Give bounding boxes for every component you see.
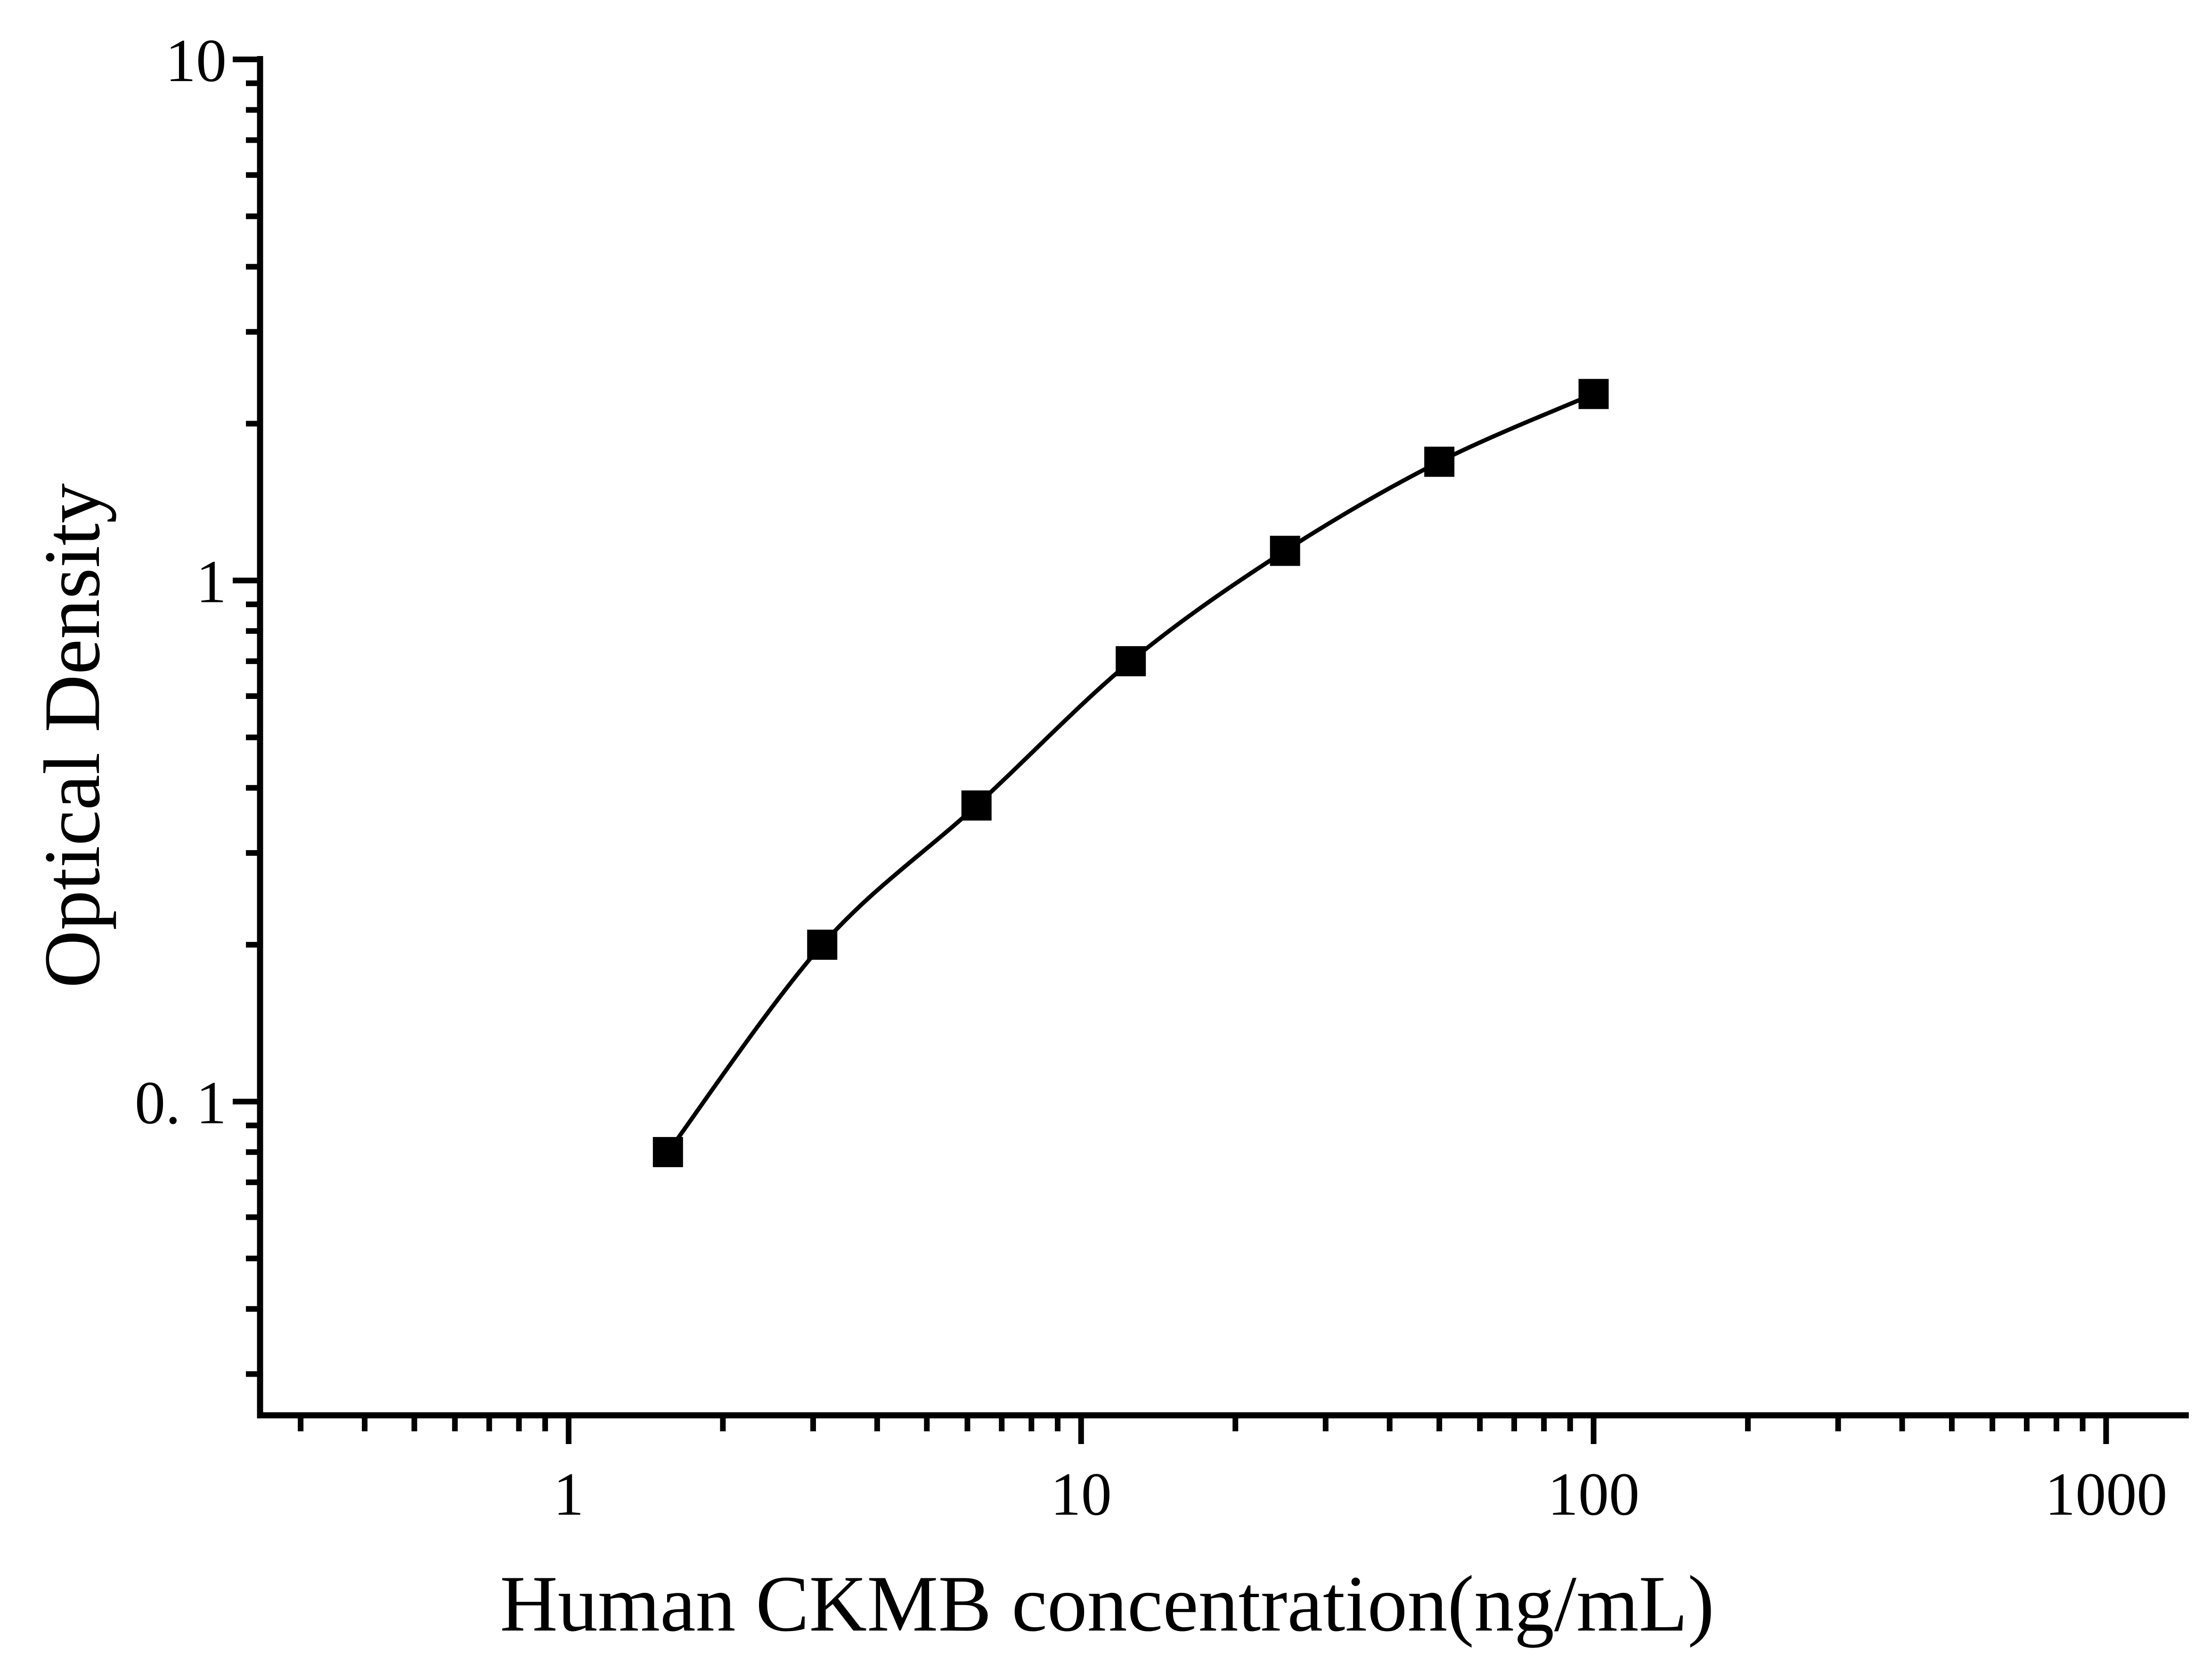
x-tick-label: 1000 bbox=[2045, 1461, 2167, 1528]
y-tick-label: 0. 1 bbox=[135, 1069, 227, 1137]
data-point-marker bbox=[652, 1137, 683, 1168]
data-point-marker bbox=[1270, 536, 1300, 566]
x-tick-labels: 1 10 100 1000 bbox=[553, 1461, 2167, 1528]
y-tick-label: 1 bbox=[196, 548, 227, 616]
data-series bbox=[652, 379, 1609, 1168]
y-tick-labels: 10 1 0. 1 bbox=[135, 27, 227, 1137]
x-axis-ticks bbox=[298, 1415, 2109, 1444]
data-point-marker bbox=[1578, 379, 1609, 409]
y-axis-title: Optical Density bbox=[28, 483, 116, 988]
x-tick-label: 1 bbox=[553, 1461, 584, 1528]
x-axis-title: Human CKMB concentration(ng/mL) bbox=[500, 1559, 1714, 1648]
x-tick-label: 100 bbox=[1548, 1461, 1639, 1528]
y-axis-ticks bbox=[233, 57, 260, 1377]
data-point-marker bbox=[807, 929, 838, 960]
data-point-marker bbox=[1424, 446, 1455, 477]
data-point-marker bbox=[961, 790, 992, 821]
y-tick-label: 10 bbox=[165, 27, 227, 95]
x-tick-label: 10 bbox=[1051, 1461, 1112, 1528]
data-point-marker bbox=[1116, 646, 1146, 676]
